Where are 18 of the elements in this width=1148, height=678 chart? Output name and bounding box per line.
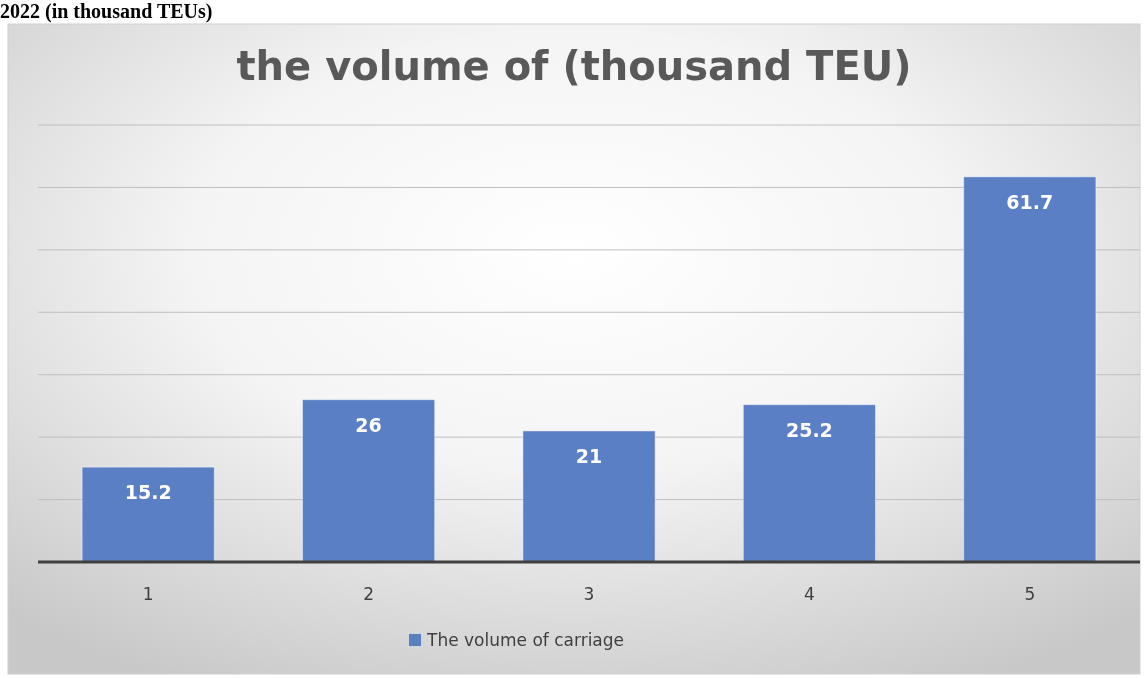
bar	[81, 466, 215, 563]
bar	[301, 399, 436, 563]
text: 2022 (in thousand TEUs)	[0, 0, 213, 23]
x-tick-label: 5	[1024, 584, 1036, 604]
text: The volume of carriage	[426, 630, 625, 650]
bar	[963, 176, 1097, 563]
data-label: 15.2	[124, 481, 172, 504]
chart-title: the volume of (thousand TEU)	[236, 43, 912, 89]
x-tick-label: 4	[803, 584, 815, 604]
x-tick-label: 3	[583, 584, 595, 604]
bar	[522, 430, 656, 563]
x-tick-label: 2	[363, 584, 375, 604]
x-tick-label: 1	[142, 584, 154, 604]
data-label: 25.2	[785, 418, 833, 441]
data-label: 61.7	[1006, 190, 1054, 213]
data-label: 21	[575, 444, 603, 467]
data-label: 26	[355, 413, 382, 436]
bar	[742, 404, 877, 563]
